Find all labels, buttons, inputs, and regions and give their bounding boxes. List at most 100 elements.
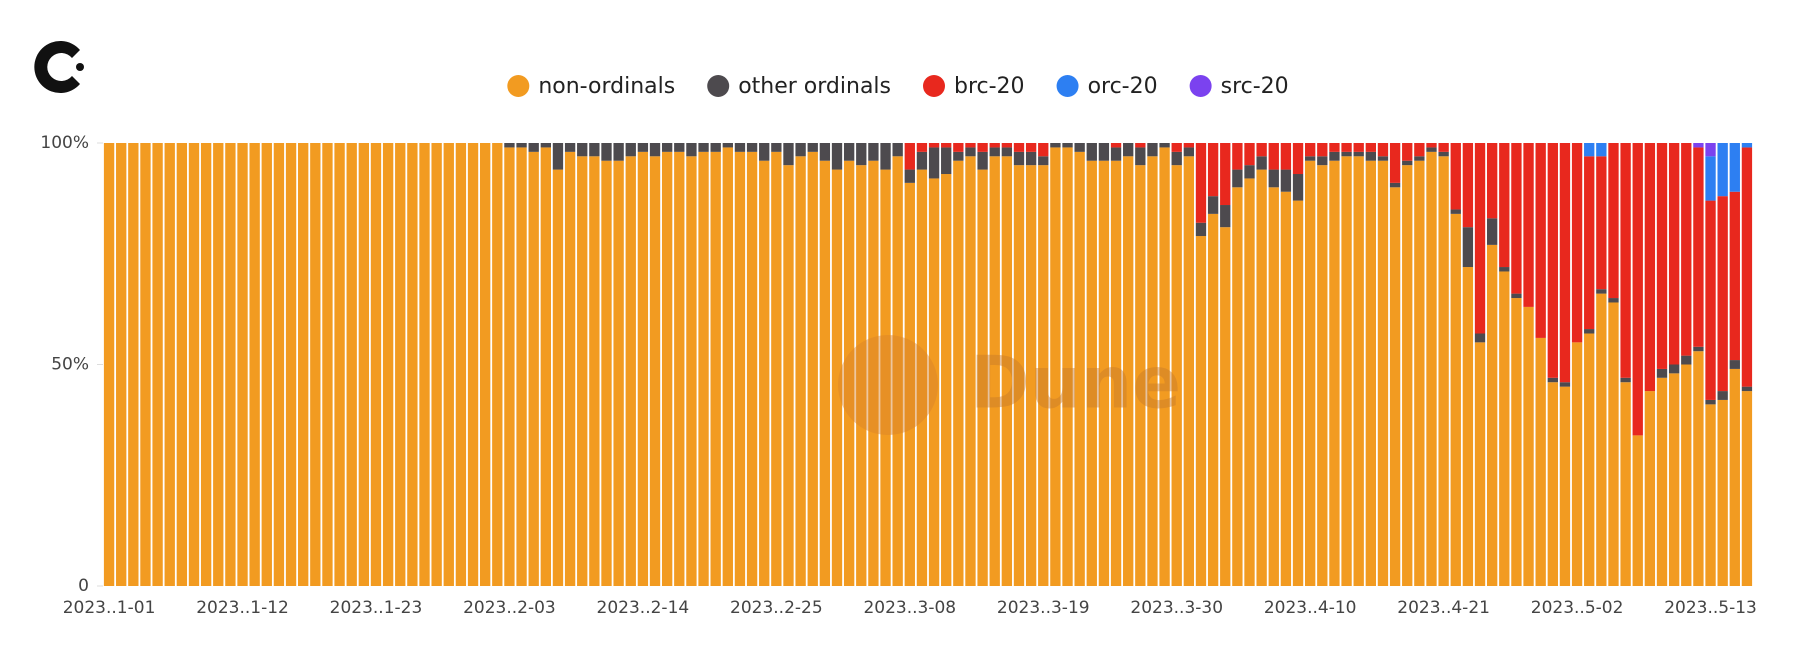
bar-segment (1280, 143, 1292, 170)
bar-segment (1038, 143, 1049, 157)
bar-segment (200, 143, 212, 586)
bar-segment (1038, 156, 1049, 166)
bar-segment (1741, 391, 1753, 586)
bar-segment (1123, 143, 1134, 157)
logo-shape (34, 41, 80, 93)
bar-segment (601, 143, 612, 161)
bar-segment (1341, 156, 1352, 587)
bar-segment (1086, 143, 1097, 161)
bar-segment (564, 151, 576, 587)
bar-segment (1596, 143, 1607, 157)
bar-segment (577, 143, 588, 157)
x-tick-label: 2023..5-02 (1531, 598, 1624, 618)
x-tick-label: 2023..4-21 (1397, 598, 1490, 618)
bar-segment (1389, 182, 1401, 188)
bar-segment (225, 143, 236, 586)
bar-segment (928, 178, 940, 586)
bar-segment (1523, 143, 1534, 307)
bar-segment (613, 160, 624, 586)
bar-segment (1074, 151, 1085, 587)
bar-segment (989, 143, 1000, 148)
bar-segment (1559, 382, 1571, 387)
bar-segment (431, 143, 442, 586)
logo-dot (76, 63, 84, 71)
bar-segment (722, 147, 733, 586)
bar-segment (1608, 302, 1619, 586)
legend-label: non-ordinals (538, 74, 675, 99)
legend-label: orc-20 (1088, 74, 1158, 99)
bar-segment (1365, 151, 1376, 161)
bar-segment (334, 143, 345, 586)
bar-segment (1450, 143, 1461, 210)
bar-segment (928, 147, 940, 179)
bar-segment (1135, 147, 1146, 166)
bar-segment (1511, 298, 1522, 586)
bar-segment (1547, 377, 1558, 383)
bar-segment (1632, 143, 1643, 436)
bar-segment (1147, 156, 1158, 587)
bar-segment (1268, 187, 1279, 587)
bar-segment (370, 143, 382, 586)
legend-marker (1189, 75, 1212, 97)
bar-segment (1280, 169, 1292, 192)
bar-segment (1098, 143, 1110, 161)
bar-segment (625, 156, 636, 587)
bar-segment (649, 143, 661, 157)
bar-segment (1025, 143, 1037, 152)
bar-segment (1438, 156, 1449, 587)
bar-segment (1195, 143, 1207, 223)
bar-segment (637, 143, 649, 152)
bar-segment (1681, 364, 1692, 586)
watermark: Dune (838, 335, 1181, 435)
bar-segment (1244, 178, 1255, 586)
y-tick-label: 50% (51, 355, 89, 375)
bar-segment (1741, 147, 1753, 387)
bar-segment (516, 143, 527, 148)
bar-segment (1462, 227, 1474, 268)
bar-segment (1608, 143, 1619, 299)
bar-segment (819, 160, 831, 586)
bar-segment (771, 151, 782, 587)
bar-segment (746, 143, 758, 152)
bar-segment (1353, 143, 1364, 152)
bar-segment (977, 151, 988, 170)
bar-segment (941, 174, 952, 586)
bar-segment (1584, 156, 1595, 330)
bar-segment (1462, 267, 1474, 586)
bar-segment (965, 147, 976, 157)
bar-segment (771, 143, 782, 152)
bar-segment (1171, 165, 1182, 586)
bar-segment (1462, 143, 1474, 228)
bar-segment (1244, 143, 1255, 166)
bar-segment (953, 143, 964, 152)
bar-segment (261, 143, 272, 586)
bar-segment (1693, 351, 1704, 586)
bar-segment (1207, 196, 1219, 214)
bar-segment (1499, 143, 1510, 268)
bar-segment (528, 143, 539, 152)
bar-segment (1329, 143, 1340, 152)
bar-segment (1414, 160, 1425, 586)
bar-segment (868, 160, 879, 586)
bar-segment (1135, 143, 1146, 148)
bar-segment (528, 151, 539, 587)
x-tick-label: 2023..4-10 (1264, 598, 1357, 618)
bar-segment (285, 143, 297, 586)
bar-segment (1232, 143, 1243, 170)
bar-segment (1535, 143, 1546, 338)
bar-segment (904, 182, 915, 586)
bar-segment (1159, 147, 1170, 586)
bar-segment (1171, 151, 1182, 166)
bar-segment (346, 143, 357, 586)
bar-segment (1511, 143, 1522, 294)
bar-segment (1596, 293, 1607, 586)
bar-segment (674, 143, 685, 152)
legend-marker (923, 75, 945, 97)
bar-segment (613, 143, 624, 161)
bar-segment (516, 147, 527, 586)
bar-segment (1584, 143, 1595, 157)
bar-segment (1547, 143, 1558, 378)
bar-segment (637, 151, 649, 587)
bar-segment (1244, 165, 1255, 179)
